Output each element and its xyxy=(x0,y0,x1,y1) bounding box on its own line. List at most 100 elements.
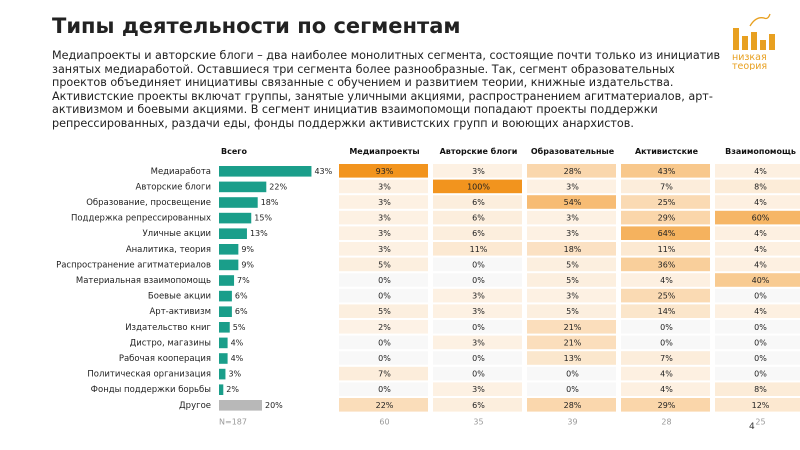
total-bar xyxy=(219,306,232,317)
heatmap-cell xyxy=(339,242,428,256)
total-bar-label: 3% xyxy=(228,370,241,379)
heatmap-cell-label: 5% xyxy=(378,260,391,269)
category-label: Другое xyxy=(179,401,211,411)
series-header-5: Взаимопомощь xyxy=(725,147,796,156)
category-label: Издательство книг xyxy=(125,323,211,333)
heatmap-cell xyxy=(621,320,710,334)
heatmap-cell xyxy=(527,351,616,365)
heatmap-cell xyxy=(527,288,616,303)
total-bar-label: 20% xyxy=(265,401,283,410)
series-n-label-5: 25 xyxy=(755,418,765,427)
heatmap-cell xyxy=(339,351,428,365)
total-bar xyxy=(219,368,226,380)
total-bar xyxy=(219,166,312,177)
heatmap-cell-label: 40% xyxy=(752,276,770,285)
heatmap-cell xyxy=(339,226,428,240)
category-label: Боевые акции xyxy=(148,292,211,302)
heatmap-cell xyxy=(433,242,522,256)
heatmap-cell xyxy=(621,164,710,178)
logo-text-line2: теория xyxy=(732,61,767,70)
total-bar xyxy=(219,228,247,239)
total-bar xyxy=(219,212,252,224)
heatmap-cell xyxy=(433,164,522,178)
logo-spark xyxy=(749,13,771,27)
total-bar xyxy=(219,337,228,349)
heatmap-cell xyxy=(339,335,428,350)
heatmap-cell xyxy=(433,335,522,350)
heatmap-cell-label: 4% xyxy=(754,307,767,316)
heatmap-cell-label: 43% xyxy=(658,167,676,176)
heatmap-cell-label: 29% xyxy=(658,401,676,410)
heatmap-cell xyxy=(715,226,800,240)
heatmap-cell xyxy=(715,273,800,287)
heatmap-cell xyxy=(433,210,522,225)
heatmap-cell xyxy=(339,195,428,209)
heatmap-cell-label: 5% xyxy=(566,260,579,269)
heatmap-cell xyxy=(715,304,800,318)
heatmap-cell-label: 0% xyxy=(754,370,767,379)
heatmap-cell-label: 0% xyxy=(378,354,391,363)
heatmap-cell xyxy=(339,288,428,303)
heatmap-cell-label: 12% xyxy=(752,401,770,410)
page-number: 4 xyxy=(749,422,755,432)
total-bar xyxy=(219,181,267,193)
total-bar-label: 22% xyxy=(269,182,287,191)
heatmap-cell-label: 3% xyxy=(472,385,485,394)
heatmap-cell-label: 3% xyxy=(378,198,391,207)
heatmap-cell-label: 13% xyxy=(564,354,582,363)
intro-paragraph: Медиапроекты и авторские блоги – два наи… xyxy=(52,49,721,130)
series-header-2: Авторские блоги xyxy=(440,146,518,156)
heatmap-cell-label: 5% xyxy=(378,307,391,316)
heatmap-cell xyxy=(621,195,710,209)
heatmap-cell-label: 0% xyxy=(378,338,391,347)
heatmap-cell xyxy=(621,382,710,396)
heatmap-cell xyxy=(621,398,710,412)
heatmap-cell xyxy=(527,398,616,412)
series-header-3: Образовательные xyxy=(531,146,615,156)
heatmap-cell-label: 4% xyxy=(754,245,767,254)
heatmap-cell xyxy=(527,335,616,350)
heatmap-cell-label: 0% xyxy=(472,323,485,332)
heatmap-cell xyxy=(527,226,616,240)
heatmap-cell xyxy=(433,366,522,381)
heatmap-cell xyxy=(621,273,710,287)
total-bar xyxy=(219,259,239,271)
category-label: Поддержка репрессированных xyxy=(71,214,211,224)
category-label: Аналитика, теория xyxy=(126,245,211,255)
heatmap-cell xyxy=(527,164,616,178)
heatmap-cell-label: 60% xyxy=(752,214,770,223)
series-header-4: Активистские xyxy=(635,147,699,156)
heatmap-cell-label: 0% xyxy=(754,354,767,363)
heatmap-cell-label: 5% xyxy=(566,307,579,316)
category-label: Фонды поддержки борьбы xyxy=(91,385,211,395)
logo-text-line1: низкая xyxy=(732,52,767,63)
heatmap-cell xyxy=(527,273,616,287)
heatmap-cell xyxy=(433,195,522,209)
total-bar xyxy=(219,197,258,208)
heatmap-cell-label: 4% xyxy=(754,198,767,207)
total-bar xyxy=(219,290,232,302)
heatmap-cell-label: 0% xyxy=(472,260,485,269)
heatmap-cell-label: 22% xyxy=(376,401,394,410)
total-bar-label: 6% xyxy=(235,307,248,316)
heatmap-cell xyxy=(621,288,710,303)
heatmap-cell xyxy=(715,320,800,334)
total-bar-label: 13% xyxy=(250,229,268,238)
heatmap-cell xyxy=(433,398,522,412)
heatmap-cell-label: 3% xyxy=(472,292,485,301)
heatmap-cell-label: 28% xyxy=(564,401,582,410)
series-n-label-2: 35 xyxy=(473,418,483,427)
heatmap-cell xyxy=(339,304,428,318)
series-header-1: Медиапроекты xyxy=(349,147,419,156)
total-bar-label: 4% xyxy=(231,338,244,347)
heatmap-cell xyxy=(621,257,710,272)
heatmap-cell xyxy=(433,320,522,334)
heatmap-cell-label: 7% xyxy=(660,354,673,363)
heatmap-cell xyxy=(433,351,522,365)
page-title: Типы деятельности по сегментам xyxy=(52,14,461,38)
category-label: Уличные акции xyxy=(142,229,211,239)
heatmap-cell-label: 14% xyxy=(658,307,676,316)
heatmap-cell-label: 4% xyxy=(660,276,673,285)
heatmap-cell-label: 25% xyxy=(658,292,676,301)
heatmap-cell xyxy=(339,179,428,194)
